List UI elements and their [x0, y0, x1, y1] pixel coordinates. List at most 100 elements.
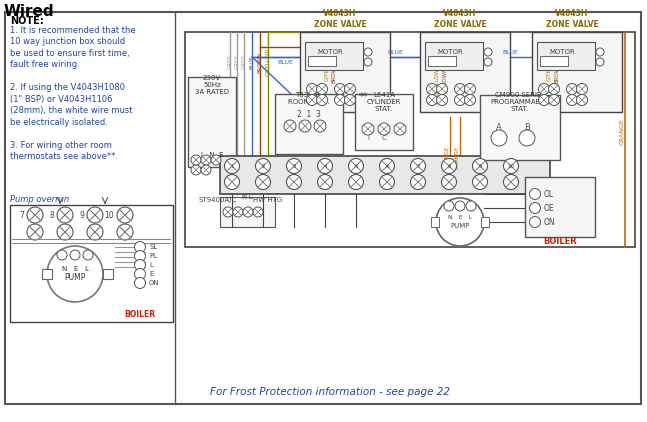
- Circle shape: [57, 250, 67, 260]
- Text: GREY: GREY: [228, 55, 232, 69]
- Circle shape: [318, 159, 333, 173]
- Text: OL: OL: [544, 189, 554, 198]
- Bar: [220, 197, 275, 227]
- Text: 10: 10: [104, 211, 114, 219]
- Circle shape: [410, 175, 426, 189]
- Circle shape: [287, 159, 302, 173]
- Circle shape: [47, 246, 103, 302]
- Circle shape: [27, 207, 43, 223]
- Text: A: A: [496, 122, 502, 132]
- Circle shape: [223, 207, 233, 217]
- Circle shape: [596, 58, 604, 66]
- Text: B: B: [524, 122, 530, 132]
- Bar: [185, 32, 635, 247]
- Circle shape: [253, 207, 263, 217]
- Text: 230V
50Hz
3A RATED: 230V 50Hz 3A RATED: [195, 75, 229, 95]
- Circle shape: [454, 84, 465, 95]
- Circle shape: [225, 175, 239, 189]
- Circle shape: [529, 216, 540, 227]
- Text: 7: 7: [416, 163, 420, 168]
- Circle shape: [135, 251, 146, 262]
- Circle shape: [135, 260, 146, 271]
- Text: ST9400A/C: ST9400A/C: [199, 197, 237, 203]
- Text: 8: 8: [447, 163, 451, 168]
- Circle shape: [225, 159, 239, 173]
- Text: BROWN: BROWN: [554, 61, 560, 83]
- Circle shape: [549, 84, 560, 95]
- Circle shape: [538, 95, 549, 106]
- Circle shape: [426, 84, 437, 95]
- Text: 8: 8: [49, 211, 54, 219]
- Text: BLUE: BLUE: [277, 60, 293, 65]
- Bar: [103, 269, 113, 279]
- Text: GREY: GREY: [234, 55, 239, 69]
- Circle shape: [256, 175, 270, 189]
- Text: CM900 SERIES
PROGRAMMABLE
STAT.: CM900 SERIES PROGRAMMABLE STAT.: [490, 92, 549, 112]
- Circle shape: [233, 207, 243, 217]
- Text: N   E   L: N E L: [61, 266, 89, 272]
- Circle shape: [484, 58, 492, 66]
- Circle shape: [135, 268, 146, 279]
- Text: 9: 9: [79, 211, 84, 219]
- Circle shape: [378, 123, 390, 135]
- Bar: [220, 156, 550, 194]
- Text: E: E: [149, 271, 153, 277]
- Circle shape: [344, 84, 355, 95]
- Text: HW HTG: HW HTG: [254, 197, 283, 203]
- Circle shape: [444, 201, 454, 211]
- Circle shape: [201, 155, 211, 165]
- Text: Wired: Wired: [4, 4, 54, 19]
- Bar: [525, 177, 595, 237]
- Text: ON: ON: [149, 280, 160, 286]
- Circle shape: [135, 241, 146, 252]
- Text: PUMP: PUMP: [64, 273, 85, 282]
- Circle shape: [318, 175, 333, 189]
- Bar: [42, 269, 52, 279]
- Bar: [355, 94, 413, 150]
- Text: ORANGE: ORANGE: [454, 145, 459, 169]
- Bar: [308, 56, 336, 66]
- Circle shape: [117, 207, 133, 223]
- Text: PL: PL: [149, 253, 157, 259]
- Circle shape: [426, 95, 437, 106]
- Circle shape: [529, 203, 540, 214]
- Bar: [188, 77, 236, 167]
- Circle shape: [410, 159, 426, 173]
- Text: BROWN: BROWN: [258, 51, 263, 73]
- Bar: [481, 217, 489, 227]
- Text: 9: 9: [478, 163, 482, 168]
- Circle shape: [70, 250, 80, 260]
- Circle shape: [191, 155, 201, 165]
- Circle shape: [243, 207, 253, 217]
- Text: SL: SL: [149, 244, 157, 250]
- Text: BROWN: BROWN: [331, 61, 336, 83]
- Text: 1: 1: [230, 163, 234, 168]
- Text: V4043H
ZONE VALVE
HTG1: V4043H ZONE VALVE HTG1: [314, 9, 366, 40]
- Text: MOTOR: MOTOR: [549, 49, 575, 55]
- Text: N-L: N-L: [241, 194, 253, 200]
- Circle shape: [437, 95, 448, 106]
- Circle shape: [314, 120, 326, 132]
- Text: C: C: [382, 135, 386, 141]
- Bar: [431, 217, 439, 227]
- Circle shape: [57, 207, 73, 223]
- Circle shape: [364, 48, 372, 56]
- Circle shape: [484, 48, 492, 56]
- Text: 2  1  3: 2 1 3: [297, 109, 321, 119]
- Circle shape: [503, 175, 518, 189]
- Text: For Frost Protection information - see page 22: For Frost Protection information - see p…: [210, 387, 450, 397]
- Circle shape: [455, 201, 465, 211]
- Circle shape: [284, 120, 296, 132]
- Circle shape: [299, 120, 311, 132]
- Text: N   E   L: N E L: [448, 214, 472, 219]
- Circle shape: [201, 165, 211, 175]
- Text: G/YELLOW: G/YELLOW: [547, 53, 551, 81]
- Circle shape: [316, 84, 327, 95]
- Bar: [10, 205, 173, 322]
- Circle shape: [472, 159, 487, 173]
- Text: ORANGE: ORANGE: [619, 119, 624, 145]
- Circle shape: [567, 84, 578, 95]
- Circle shape: [349, 159, 364, 173]
- Text: 4: 4: [324, 163, 327, 168]
- Text: V4043H
ZONE VALVE
HTG2: V4043H ZONE VALVE HTG2: [545, 9, 598, 40]
